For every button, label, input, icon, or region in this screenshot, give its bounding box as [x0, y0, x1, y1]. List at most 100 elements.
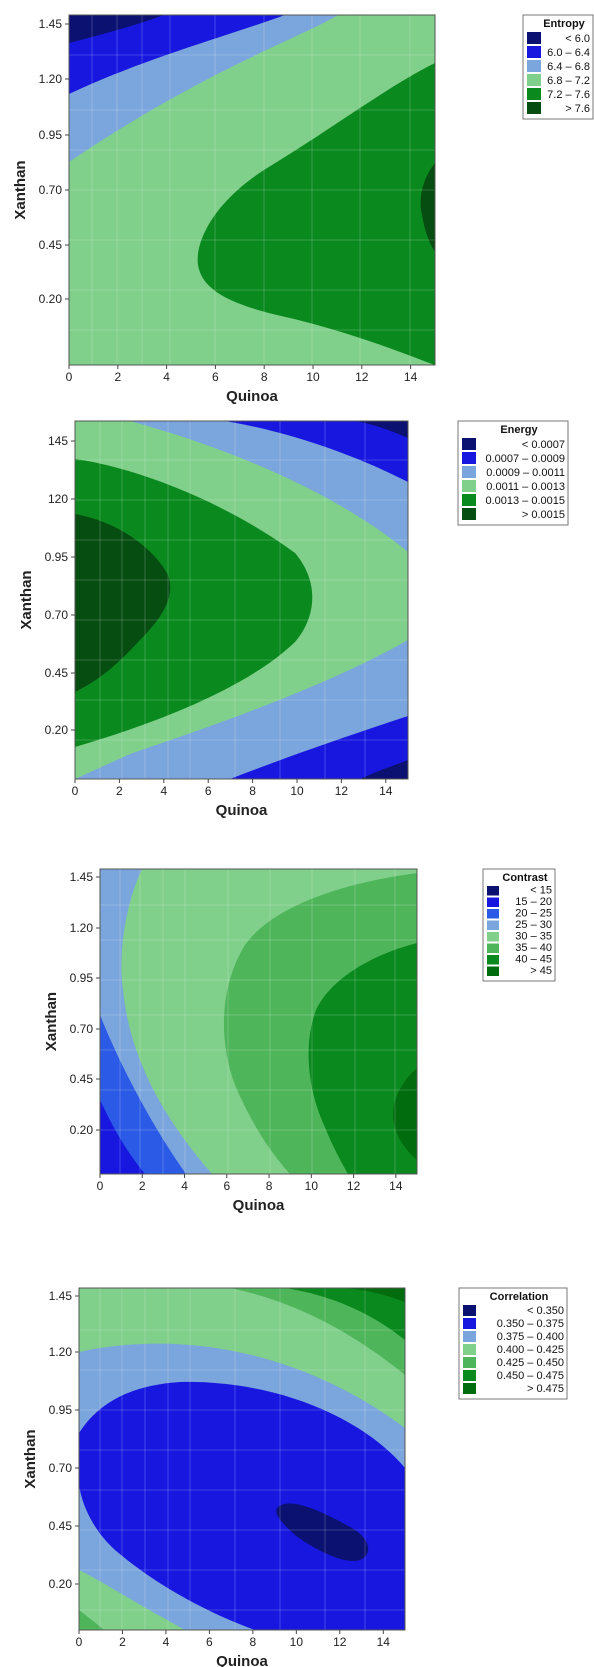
legend-label: > 7.6 — [565, 103, 590, 115]
correlation-region-0.450-0.475 — [285, 1288, 405, 1340]
entropy-region-6.0-6.4 — [69, 15, 285, 94]
legend-label: 7.2 – 7.6 — [547, 89, 590, 101]
correlation-axes: 0 2 4 6 8 10 12 14 0.20 0.45 0.70 0.95 1.20 1.45 Quino… — [22, 1289, 390, 1667]
energy-region-0.0013-0.0015 — [75, 459, 313, 747]
entropy-contour-regions — [69, 15, 435, 365]
y-tick-label: 1.20 — [49, 1345, 73, 1359]
x-axis-label: Quinoa — [216, 1653, 268, 1667]
y-axis-label: Xanthan — [43, 992, 60, 1051]
y-tick-label: 0.95 — [49, 1403, 73, 1417]
y-tick-label: 0.95 — [70, 971, 94, 985]
contrast-contour-regions — [100, 869, 417, 1174]
x-tick-label: 12 — [355, 370, 369, 384]
legend-label: 6.4 – 6.8 — [547, 61, 590, 73]
contrast-plot-frame — [99, 868, 418, 1175]
x-tick-label: 0 — [76, 1635, 83, 1649]
legend-label: 30 – 35 — [515, 931, 552, 943]
legend-label: < 0.0007 — [522, 439, 565, 451]
correlation-contour-regions — [79, 1288, 405, 1630]
correlation-grid-overlay — [79, 1288, 405, 1630]
x-axis-label: Quinoa — [226, 388, 278, 405]
entropy-axes: 0 2 4 6 8 10 12 14 0.20 0.45 0.70 0.95 1.20 1.45 Quino… — [12, 17, 418, 405]
y-tick-label: 0.20 — [45, 723, 69, 737]
legend-label: 0.375 – 0.400 — [497, 1331, 564, 1343]
legend-swatch — [487, 966, 499, 976]
x-tick-label: 8 — [266, 1179, 273, 1193]
y-tick-label: 1.45 — [39, 17, 63, 31]
correlation-region-0.350-0.375 — [79, 1381, 405, 1630]
energy-region-0.0007-0.0009-bottom — [230, 716, 408, 779]
y-axis-label: Xanthan — [22, 1429, 39, 1488]
y-tick-label: 0.20 — [70, 1123, 94, 1137]
x-tick-label: 14 — [377, 1635, 391, 1649]
correlation-chart: 0 2 4 6 8 10 12 14 0.20 0.45 0.70 0.95 1.20 1.45 Quino… — [22, 1287, 568, 1667]
legend-label: 0.0009 – 0.0011 — [486, 467, 565, 479]
y-tick-label: 0.20 — [49, 1577, 73, 1591]
y-tick-label: 1.20 — [70, 921, 94, 935]
legend-swatch — [527, 60, 541, 72]
legend-label: 0.400 – 0.425 — [497, 1344, 564, 1356]
legend-swatch — [527, 102, 541, 114]
x-tick-label: 0 — [66, 370, 73, 384]
legend-swatch — [487, 886, 499, 896]
energy-chart: 0 2 4 6 8 10 12 14 0.20 0.45 0.70 0.95 120 145 Quinoa X… — [18, 420, 569, 819]
x-tick-label: 2 — [119, 1635, 126, 1649]
legend-swatch — [462, 508, 476, 520]
legend-label: > 0.0015 — [522, 509, 565, 521]
x-tick-label: 8 — [250, 1635, 257, 1649]
x-tick-label: 2 — [116, 784, 123, 798]
x-tick-label: 6 — [206, 1635, 213, 1649]
legend-swatch — [527, 74, 541, 86]
y-axis-label: Xanthan — [12, 160, 29, 219]
y-tick-label: 0.70 — [49, 1461, 73, 1475]
x-axis-label: Quinoa — [233, 1197, 285, 1214]
y-tick-label: 0.70 — [39, 183, 63, 197]
legend-title: Entropy — [543, 18, 585, 30]
legend-swatch — [462, 452, 476, 464]
contrast-region-gt-45 — [393, 1068, 417, 1160]
correlation-plot-frame — [78, 1287, 406, 1631]
x-tick-label: 10 — [290, 1635, 304, 1649]
energy-plot-frame — [74, 420, 409, 780]
y-tick-label: 145 — [48, 434, 68, 448]
legend-swatch — [462, 438, 476, 450]
contrast-grid-overlay — [100, 869, 417, 1174]
legend-box — [457, 420, 569, 526]
energy-grid-overlay — [75, 421, 408, 779]
x-tick-label: 6 — [205, 784, 212, 798]
contrast-region-20-25 — [100, 1015, 186, 1174]
y-tick-label: 1.45 — [70, 870, 94, 884]
energy-region-gt-0.0015 — [75, 514, 171, 692]
legend-swatch — [527, 88, 541, 100]
legend-label: 0.0011 – 0.0013 — [486, 481, 565, 493]
legend-label: 0.350 – 0.375 — [497, 1318, 564, 1330]
legend-swatch — [487, 955, 499, 965]
correlation-region-0.425-0.450-corner — [79, 1610, 104, 1630]
energy-region-lt-0.0007-top — [355, 421, 408, 438]
legend-swatch — [463, 1357, 476, 1368]
y-tick-label: 0.95 — [45, 550, 69, 564]
legend-label: 40 – 45 — [515, 954, 552, 966]
contrast-chart: 0 2 4 6 8 10 12 14 0.20 0.45 0.70 0.95 1.20 1.45 Quino… — [43, 868, 556, 1214]
x-tick-label: 4 — [163, 370, 170, 384]
legend-label: 35 – 40 — [515, 942, 552, 954]
legend-title: Contrast — [502, 872, 548, 884]
correlation-region-gt-0.475 — [345, 1288, 405, 1302]
legend-label: 20 – 25 — [515, 908, 552, 920]
x-tick-label: 6 — [212, 370, 219, 384]
contrast-region-15-20 — [100, 1100, 145, 1174]
legend-label: < 0.350 — [527, 1305, 564, 1317]
legend-title: Energy — [500, 424, 538, 436]
x-tick-label: 2 — [114, 370, 121, 384]
legend-swatch — [527, 46, 541, 58]
y-tick-label: 0.45 — [39, 238, 63, 252]
legend-label: 6.0 – 6.4 — [547, 47, 590, 59]
legend-label: < 6.0 — [565, 33, 590, 45]
legend-box — [458, 1287, 568, 1400]
legend-title: Correlation — [490, 1291, 549, 1303]
x-tick-label: 0 — [97, 1179, 104, 1193]
legend-swatch — [463, 1305, 476, 1316]
x-tick-label: 4 — [181, 1179, 188, 1193]
